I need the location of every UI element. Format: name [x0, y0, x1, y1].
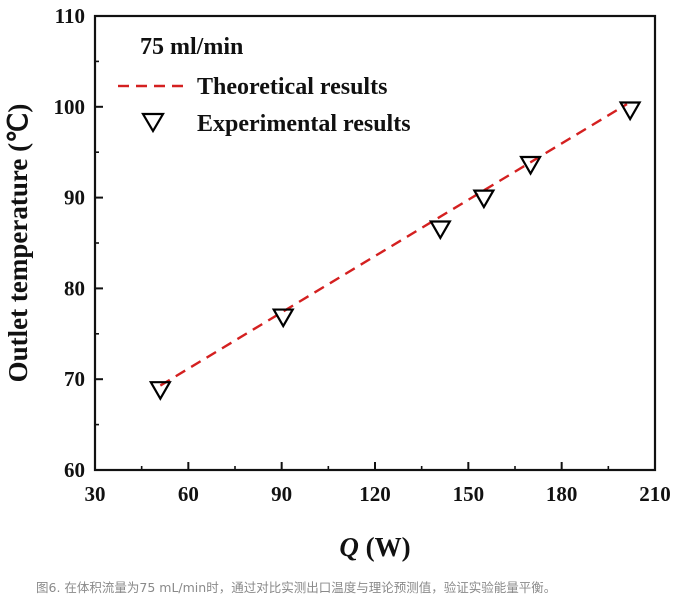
- figure-caption: 图6. 在体积流量为75 mL/min时，通过对比实测出口温度与理论预测值，验证…: [36, 580, 557, 595]
- x-axis-title: Q (W): [339, 532, 410, 562]
- x-tick-label: 120: [359, 482, 391, 506]
- x-tick-label: 60: [178, 482, 199, 506]
- legend-theoretical-label: Theoretical results: [197, 74, 387, 100]
- annotation-flow-rate: 75 ml/min: [140, 34, 243, 60]
- y-tick-label: 100: [54, 95, 86, 119]
- y-axis-title: Outlet temperature (℃): [3, 104, 33, 383]
- y-tick-labels: 60 70 80 90 100 110: [54, 4, 86, 482]
- x-tick-label: 30: [85, 482, 106, 506]
- experimental-point: [148, 381, 172, 401]
- y-tick-label: 60: [64, 458, 85, 482]
- y-tick-label: 70: [64, 367, 85, 391]
- series-layer: [148, 101, 642, 401]
- y-tick-label: 90: [64, 186, 85, 210]
- x-tick-label: 180: [546, 482, 578, 506]
- x-tick-label: 150: [453, 482, 485, 506]
- legend-triangle-swatch: [141, 112, 165, 134]
- experimental-point: [618, 101, 642, 122]
- y-tick-label: 110: [55, 4, 85, 28]
- experimental-point: [472, 189, 496, 210]
- legend-experimental-label: Experimental results: [197, 111, 411, 137]
- x-tick-labels: 30 60 90 120 150 180 210: [85, 482, 671, 506]
- experimental-point: [271, 308, 295, 329]
- x-tick-label: 210: [639, 482, 671, 506]
- legend: Theoretical results Experimental results: [118, 74, 411, 137]
- experimental-point: [428, 220, 452, 241]
- theoretical-line: [159, 103, 628, 387]
- ticks: [94, 15, 656, 471]
- experimental-point: [519, 155, 542, 176]
- y-tick-label: 80: [64, 276, 85, 300]
- x-tick-label: 90: [271, 482, 292, 506]
